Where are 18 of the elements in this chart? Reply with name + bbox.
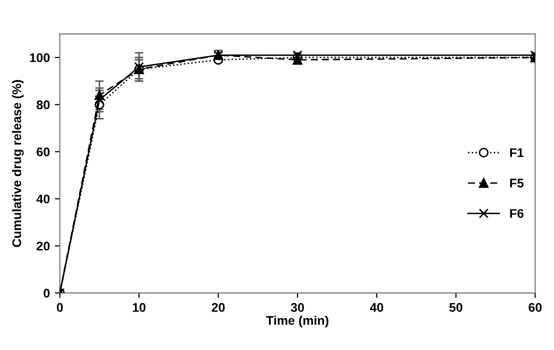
x-tick-label: 10 — [132, 303, 146, 312]
y-tick-label: 20 — [36, 242, 50, 251]
y-axis-title: Cumulative drug release (%) — [12, 80, 24, 247]
legend-label: F1 — [510, 148, 524, 157]
legend-label: F5 — [510, 178, 524, 188]
x-axis-title: Time (min) — [266, 316, 328, 328]
y-tick-label: 100 — [30, 53, 50, 62]
x-tick-label: 60 — [528, 303, 542, 312]
x-tick-label: 40 — [370, 303, 384, 312]
y-tick-label: 40 — [36, 194, 50, 204]
legend-label: F6 — [510, 209, 524, 218]
y-tick-label: 80 — [36, 100, 50, 110]
y-tick-label: 60 — [36, 147, 50, 156]
x-tick-label: 50 — [449, 303, 462, 312]
x-tick-label: 30 — [290, 303, 304, 312]
x-tick-label: 0 — [56, 303, 63, 312]
y-tick-label: 0 — [44, 288, 50, 298]
x-tick-label: 20 — [212, 303, 225, 312]
